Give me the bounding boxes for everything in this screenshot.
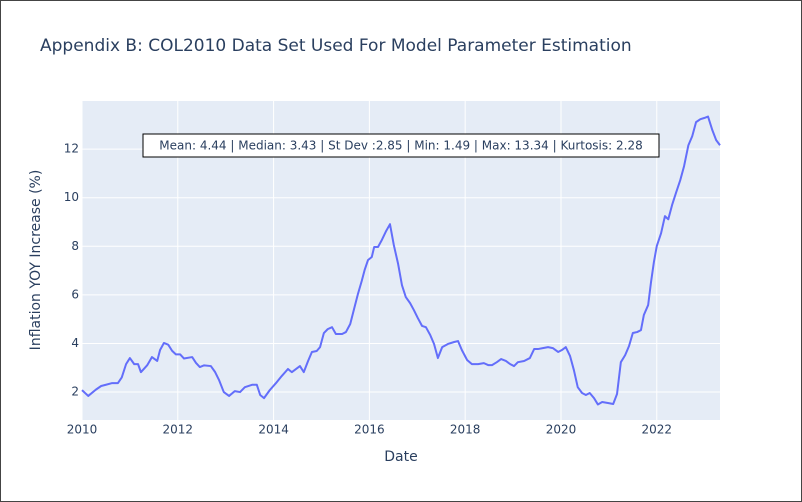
- y-axis-label: Inflation YOY Increase (%): [28, 170, 44, 351]
- annotation-box: [142, 133, 660, 158]
- y-tick-label: 8: [71, 239, 79, 253]
- x-tick-label: 2020: [546, 423, 577, 437]
- x-tick-label: 2016: [354, 423, 385, 437]
- x-tick-label: 2012: [163, 423, 194, 437]
- y-tick-label: 6: [71, 287, 79, 301]
- line: [81, 115, 721, 406]
- x-tick-label: 2014: [258, 423, 289, 437]
- x-tick-label: 2010: [67, 423, 98, 437]
- y-tick-label: 12: [64, 142, 79, 156]
- chart-title: Appendix B: COL2010 Data Set Used For Mo…: [40, 36, 632, 56]
- x-axis-label: Date: [384, 449, 417, 465]
- x-tick-label: 2022: [642, 423, 673, 437]
- annotation: Mean: 4.44 | Median: 3.43 | St Dev :2.85…: [159, 139, 642, 153]
- x-tick-label: 2018: [450, 423, 481, 437]
- y-tick-label: 10: [64, 190, 79, 204]
- marks: [81, 115, 721, 406]
- y-tick-label: 2: [71, 385, 79, 399]
- y-tick-label: 4: [71, 336, 79, 350]
